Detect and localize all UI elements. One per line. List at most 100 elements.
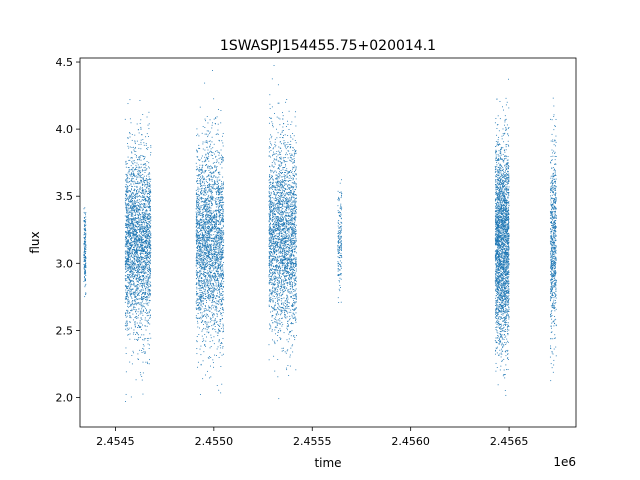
data-point xyxy=(85,219,87,221)
data-point xyxy=(140,271,142,273)
data-point xyxy=(132,174,134,176)
data-point xyxy=(219,211,221,213)
data-point xyxy=(218,220,220,222)
data-point xyxy=(210,201,212,203)
data-point xyxy=(125,328,126,330)
data-point xyxy=(125,243,127,245)
data-point xyxy=(150,199,151,201)
data-point xyxy=(126,245,128,247)
data-point xyxy=(201,169,203,171)
data-point xyxy=(222,326,224,328)
data-point xyxy=(127,251,129,253)
data-point xyxy=(129,247,131,249)
data-point xyxy=(142,285,143,287)
data-point xyxy=(197,197,199,199)
data-point xyxy=(146,223,148,225)
data-point xyxy=(124,244,126,246)
data-point xyxy=(221,159,222,161)
data-point xyxy=(220,275,222,277)
data-point xyxy=(199,276,200,278)
data-point xyxy=(211,215,213,217)
data-point xyxy=(204,82,206,84)
data-point xyxy=(85,236,87,238)
data-point xyxy=(197,242,199,244)
data-point xyxy=(144,223,145,225)
data-point xyxy=(218,325,220,326)
data-point xyxy=(147,198,149,200)
data-point xyxy=(199,237,200,239)
data-point xyxy=(138,215,140,217)
data-point xyxy=(132,237,134,239)
data-point xyxy=(221,219,222,221)
data-point xyxy=(207,185,209,187)
data-point xyxy=(150,273,151,275)
data-point xyxy=(83,221,85,223)
data-point xyxy=(133,160,135,162)
data-point xyxy=(145,179,147,181)
data-point xyxy=(126,215,128,217)
data-point xyxy=(205,241,207,242)
data-point xyxy=(127,145,129,147)
data-point xyxy=(134,239,136,241)
data-point xyxy=(127,286,129,288)
data-point xyxy=(199,209,201,211)
data-point xyxy=(146,258,148,260)
data-point xyxy=(201,247,203,248)
data-point xyxy=(215,117,217,119)
data-point xyxy=(201,197,203,199)
data-point xyxy=(198,221,200,223)
data-point xyxy=(206,278,208,280)
data-point xyxy=(131,178,133,180)
data-point xyxy=(135,250,136,252)
data-point xyxy=(128,242,130,243)
data-point xyxy=(211,166,213,168)
data-point xyxy=(204,240,206,242)
data-point xyxy=(218,328,220,330)
data-point xyxy=(133,227,135,229)
data-point xyxy=(128,234,130,236)
data-point xyxy=(134,325,136,327)
data-point xyxy=(143,278,145,280)
data-point xyxy=(206,245,208,247)
data-point xyxy=(217,209,219,211)
data-point xyxy=(133,228,135,230)
data-point xyxy=(145,203,147,205)
data-point xyxy=(143,217,145,219)
data-point xyxy=(206,142,208,143)
data-point xyxy=(222,253,224,255)
data-point xyxy=(142,191,144,193)
data-point xyxy=(146,200,148,201)
data-point xyxy=(142,234,144,236)
plot-area-background xyxy=(80,58,576,427)
data-point xyxy=(126,245,128,247)
data-point xyxy=(210,222,212,224)
data-point xyxy=(127,227,128,229)
data-point xyxy=(215,262,216,264)
data-point xyxy=(201,287,203,288)
data-point xyxy=(137,229,139,230)
data-point xyxy=(127,243,129,245)
data-point xyxy=(217,194,219,196)
data-point xyxy=(219,330,221,332)
data-point xyxy=(144,291,146,293)
data-point xyxy=(131,304,133,306)
data-point xyxy=(136,205,137,207)
data-point xyxy=(210,318,212,320)
data-point xyxy=(126,188,128,190)
data-point xyxy=(130,215,132,217)
data-point xyxy=(213,231,215,233)
data-point xyxy=(136,270,138,272)
data-point xyxy=(215,188,216,190)
data-point xyxy=(203,249,205,251)
data-point xyxy=(145,241,147,243)
data-point xyxy=(133,284,135,286)
data-point xyxy=(199,212,201,214)
data-point xyxy=(127,226,129,228)
data-point xyxy=(205,171,206,173)
data-point xyxy=(130,271,132,273)
data-point xyxy=(213,184,215,186)
data-point xyxy=(141,134,143,136)
data-point xyxy=(219,344,221,346)
data-point xyxy=(149,274,151,276)
data-point xyxy=(139,372,141,374)
